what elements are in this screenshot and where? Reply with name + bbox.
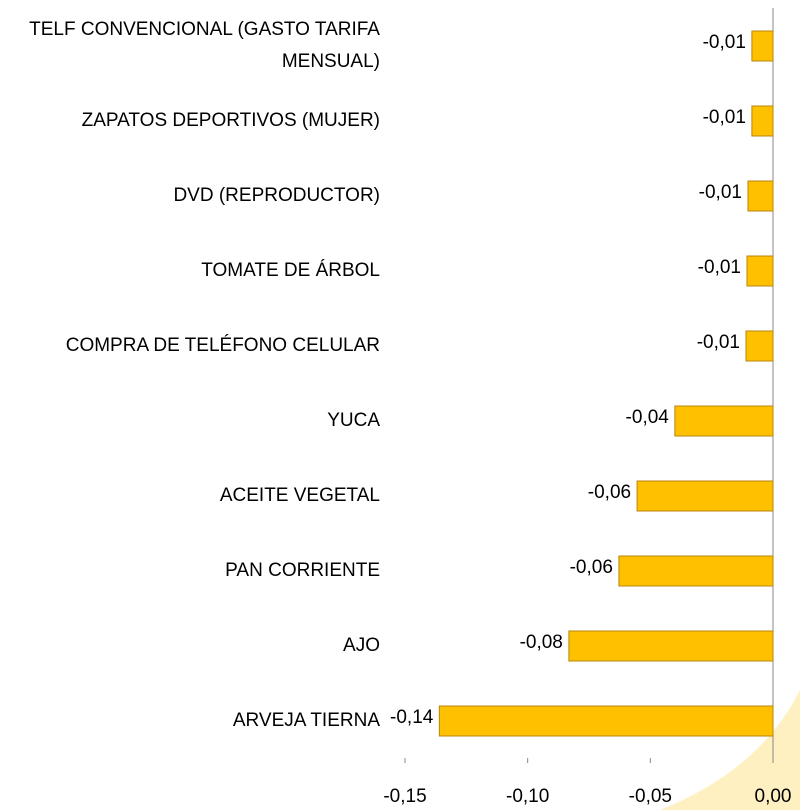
- value-label: -0,01: [697, 332, 740, 353]
- y-tick-label: PAN CORRIENTE: [225, 560, 380, 581]
- y-tick-label: DVD (REPRODUCTOR): [173, 185, 380, 206]
- value-label: -0,04: [626, 407, 670, 428]
- value-label: -0,06: [570, 557, 613, 578]
- value-label: -0,08: [520, 632, 563, 653]
- y-tick-label: ARVEJA TIERNA: [232, 710, 380, 731]
- y-tick-label: TELF CONVENCIONAL (GASTO TARIFA MENSUAL): [29, 19, 380, 72]
- bar: [568, 630, 774, 662]
- bar: [438, 705, 774, 737]
- y-tick-label: AJO: [343, 635, 380, 656]
- bar: [747, 180, 774, 212]
- y-tick-label: ACEITE VEGETAL: [219, 485, 380, 506]
- bar: [636, 480, 774, 512]
- bar: [746, 255, 774, 287]
- y-tick-label: ZAPATOS DEPORTIVOS (MUJER): [81, 110, 380, 131]
- bar: [745, 330, 774, 362]
- x-tick-label: -0,05: [629, 786, 672, 807]
- x-tick-label: -0,15: [383, 786, 426, 807]
- value-label: -0,01: [699, 182, 742, 203]
- bar: [618, 555, 774, 587]
- y-tick-label: COMPRA DE TELÉFONO CELULAR: [65, 335, 380, 356]
- value-label: -0,01: [703, 32, 746, 53]
- bar: [751, 105, 774, 137]
- y-tick-label: TOMATE DE ÁRBOL: [201, 260, 380, 281]
- y-tick-label: YUCA: [327, 410, 380, 431]
- decoration: [660, 690, 800, 810]
- value-label: -0,14: [390, 707, 434, 728]
- bar: [674, 405, 774, 437]
- x-tick-label: -0,10: [506, 786, 549, 807]
- x-tick-label: 0,00: [755, 786, 792, 807]
- value-label: -0,01: [698, 257, 741, 278]
- value-label: -0,06: [588, 482, 631, 503]
- value-label: -0,01: [703, 107, 746, 128]
- bar: [751, 30, 774, 62]
